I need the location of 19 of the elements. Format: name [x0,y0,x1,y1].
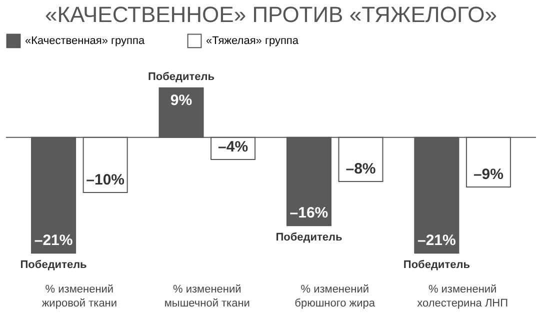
data-label: –8% [346,160,376,178]
annotation: Победитель [276,232,342,244]
data-label: –9% [473,166,504,184]
chart-title: «КАЧЕСТВЕННОЕ» ПРОТИВ «ТЯЖЕЛОГО» [45,2,497,27]
data-label: –16% [290,204,328,222]
data-label: –10% [86,172,125,189]
data-label: –4% [218,138,248,156]
x-tick-label: % изменений жировой ткани [42,284,118,310]
text: Победитель [148,70,215,83]
legend-label: «Тяжелая» группа [206,34,300,47]
legend-label: «Качественная» группа [25,34,146,47]
x-tick-label: % изменений холестерина ЛНП [417,284,508,310]
x-tick-label: % изменений брюшного жира [294,284,376,310]
data-label: –21% [34,232,73,250]
text: Победитель [403,259,470,272]
data-label: 9% [170,92,192,109]
x-tick-label: % изменений мышечной ткани [164,284,250,310]
text: Победитель [20,259,88,272]
data-label: –21% [417,232,456,250]
